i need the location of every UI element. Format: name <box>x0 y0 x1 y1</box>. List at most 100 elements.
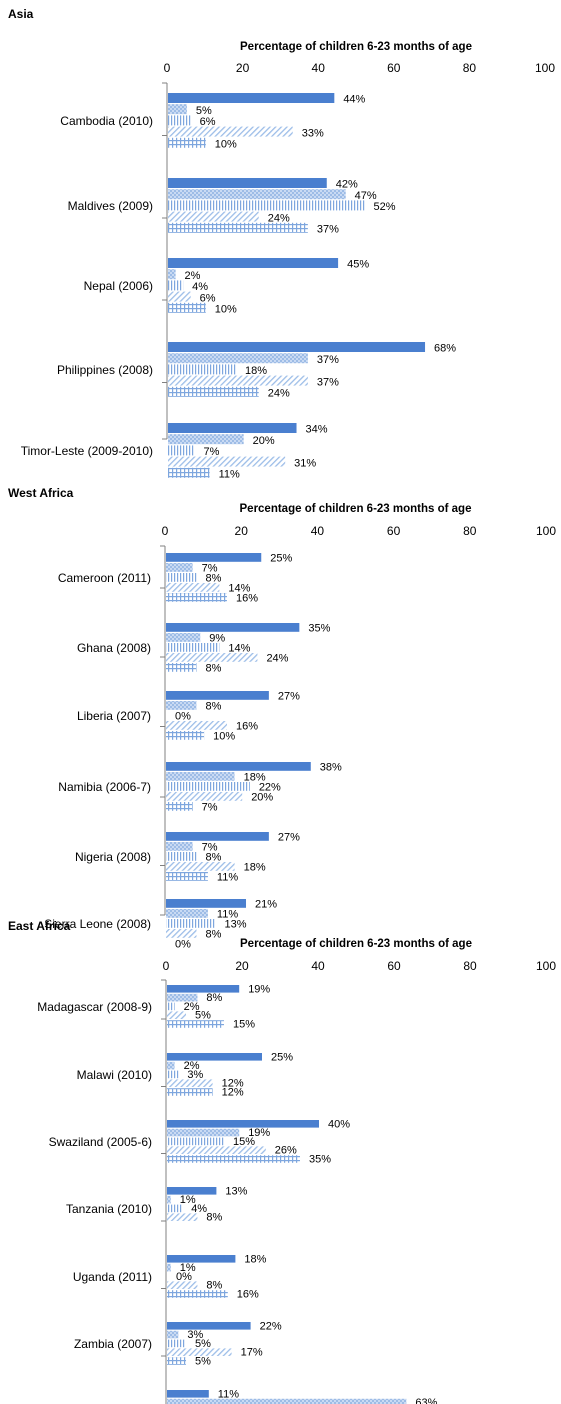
bar-zimbabwe-s0 <box>167 1390 209 1398</box>
bar-sierra-s2 <box>166 919 216 928</box>
data-label: 37% <box>317 354 339 366</box>
chart-title: Asia <box>8 7 34 21</box>
data-label: 26% <box>275 1145 297 1157</box>
data-label: 15% <box>233 1136 255 1148</box>
bar-liberia-s3 <box>166 721 227 730</box>
data-label: 11% <box>219 469 240 481</box>
data-label: 5% <box>195 1338 211 1350</box>
bar-tanzania-s0 <box>167 1187 217 1195</box>
bar-madagascar-s0 <box>167 985 240 993</box>
bar-zambia-s2 <box>167 1339 186 1348</box>
x-tick-label: 0 <box>162 524 169 538</box>
bar-malawi-s0 <box>167 1053 262 1061</box>
data-label: 35% <box>309 1154 331 1166</box>
bar-nigeria-s0 <box>166 832 269 841</box>
bar-uganda-s4 <box>167 1290 228 1298</box>
data-label: 8% <box>206 1212 222 1224</box>
bar-namibia-s1 <box>166 772 235 781</box>
category-label: Tanzania (2010) <box>66 1202 152 1216</box>
bar-sierra-s3 <box>166 929 197 938</box>
category-label: Uganda (2011) <box>73 1270 152 1284</box>
data-label: 10% <box>213 731 235 743</box>
bar-namibia-s4 <box>166 802 193 811</box>
data-label: 22% <box>259 782 281 794</box>
x-tick-label: 0 <box>163 959 170 973</box>
data-label: 17% <box>241 1347 263 1359</box>
data-label: 3% <box>187 1069 203 1081</box>
bar-nepal-s4 <box>168 302 206 313</box>
bar-philippines-s2 <box>168 364 237 375</box>
bar-sierra-s1 <box>166 909 208 918</box>
data-label: 47% <box>355 190 377 202</box>
data-label: 18% <box>244 772 266 784</box>
data-label: 9% <box>209 633 225 645</box>
data-label: 2% <box>184 1060 200 1072</box>
category-label: Maldives (2009) <box>68 199 153 213</box>
x-axis-label: Percentage of children 6-23 months of ag… <box>240 41 472 53</box>
bar-maldives-s2 <box>168 200 365 211</box>
data-label: 4% <box>191 1203 207 1215</box>
bar-cameroon-s2 <box>166 573 197 582</box>
data-label: 7% <box>202 842 218 854</box>
bar-maldives-s1 <box>168 189 346 200</box>
data-label: 8% <box>206 1280 222 1292</box>
data-label: 8% <box>205 929 221 941</box>
data-label: 0% <box>175 939 191 951</box>
data-label: 33% <box>302 127 324 139</box>
data-label: 34% <box>306 424 328 436</box>
bar-zambia-s1 <box>167 1330 179 1339</box>
data-label: 6% <box>200 116 216 128</box>
bar-swaziland-s2 <box>167 1137 224 1146</box>
data-label: 18% <box>244 1253 266 1265</box>
bar-liberia-s1 <box>166 701 197 710</box>
data-label: 20% <box>251 792 273 804</box>
x-tick-label: 80 <box>463 524 477 538</box>
bar-malawi-s1 <box>167 1061 175 1070</box>
x-tick-label: 100 <box>536 959 556 973</box>
x-tick-label: 60 <box>387 959 401 973</box>
bar-namibia-s2 <box>166 782 250 791</box>
data-label: 35% <box>308 623 330 635</box>
bar-maldives-s3 <box>168 211 259 222</box>
data-label: 24% <box>268 388 290 400</box>
x-tick-label: 100 <box>535 61 555 75</box>
bar-nepal-s3 <box>168 291 191 302</box>
category-label: Sierra Leone (2008) <box>44 917 151 931</box>
data-label: 19% <box>248 983 270 995</box>
data-label: 12% <box>222 1078 244 1090</box>
data-label: 13% <box>225 1185 247 1197</box>
data-label: 45% <box>347 259 369 271</box>
data-label: 16% <box>236 593 258 605</box>
data-label: 37% <box>317 224 339 236</box>
category-label: Namibia (2006-7) <box>58 780 151 794</box>
bar-malawi-s3 <box>167 1079 213 1087</box>
bar-timor-leste-s1 <box>168 434 244 445</box>
bar-madagascar-s2 <box>167 1002 175 1011</box>
bar-liberia-s0 <box>166 691 269 700</box>
bar-timor-leste-s3 <box>168 456 286 467</box>
data-label: 42% <box>336 179 358 191</box>
bar-cameroon-s1 <box>166 563 193 572</box>
bar-ghana-s3 <box>166 653 258 662</box>
data-label: 2% <box>185 270 201 282</box>
category-label: Philippines (2008) <box>57 363 153 377</box>
data-label: 20% <box>253 435 275 447</box>
bar-zambia-s0 <box>167 1322 251 1330</box>
bar-timor-leste-s0 <box>168 423 297 433</box>
bar-nigeria-s4 <box>166 872 208 881</box>
data-label: 15% <box>233 1019 255 1031</box>
chart-title: East Africa <box>8 919 71 933</box>
data-label: 63% <box>415 1397 437 1404</box>
bar-swaziland-s4 <box>167 1155 300 1163</box>
bar-philippines-s0 <box>168 342 426 352</box>
data-label: 7% <box>202 802 218 814</box>
x-tick-label: 20 <box>236 61 250 75</box>
data-label: 25% <box>270 553 292 565</box>
data-label: 31% <box>294 457 316 469</box>
data-label: 24% <box>266 653 288 665</box>
data-label: 10% <box>215 139 237 151</box>
bar-philippines-s1 <box>168 353 308 364</box>
data-label: 12% <box>222 1087 244 1099</box>
bar-cambodia-s4 <box>168 137 206 148</box>
